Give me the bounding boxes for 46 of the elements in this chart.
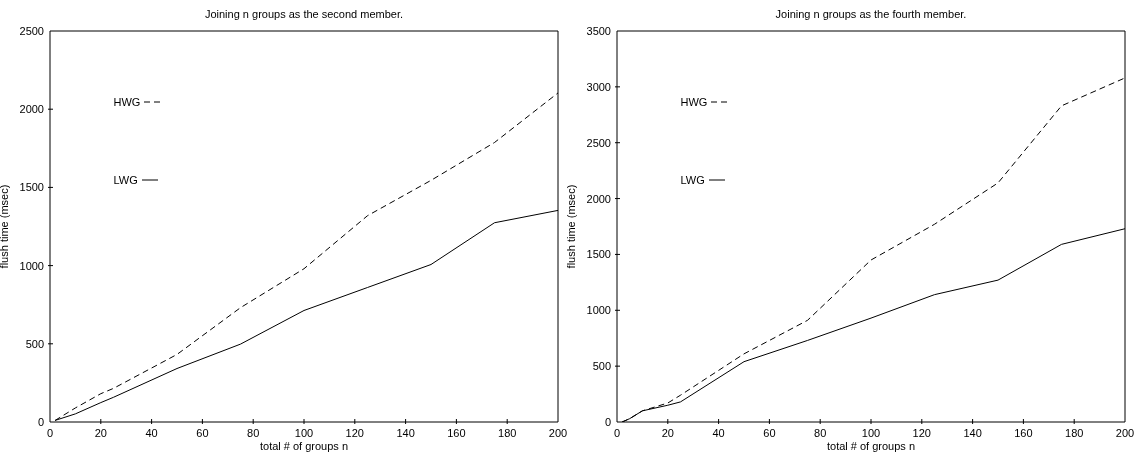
x-tick-label: 0: [613, 427, 621, 439]
x-tick-label: 60: [763, 427, 776, 439]
x-tick-label: 160: [1014, 427, 1033, 439]
y-tick-label: 500: [25, 337, 44, 350]
y-tick-label: 500: [592, 360, 611, 373]
y-tick-label: 2000: [19, 103, 44, 116]
legend-label: LWG: [680, 174, 705, 187]
y-tick-label: 3000: [586, 80, 611, 93]
legend-label: HWG: [113, 96, 141, 109]
x-tick-label: 120: [912, 427, 931, 439]
x-tick-label: 80: [247, 427, 260, 439]
x-tick-label: 200: [1115, 427, 1134, 439]
x-tick-label: 180: [1065, 427, 1084, 439]
x-tick-label: 0: [46, 427, 54, 439]
chart-title: Joining n groups as the second member.: [203, 8, 405, 20]
chart-title: Joining n groups as the fourth member.: [774, 8, 968, 20]
x-axis-title: total # of groups n: [826, 440, 916, 452]
legend-label: LWG: [113, 174, 138, 187]
y-tick-label: 2500: [586, 136, 611, 149]
x-tick-label: 160: [447, 427, 466, 439]
x-tick-label: 40: [712, 427, 725, 439]
y-tick-label: 0: [604, 416, 611, 428]
y-tick-label: 3500: [586, 25, 611, 37]
x-tick-label: 60: [196, 427, 209, 439]
x-tick-label: 80: [814, 427, 827, 439]
x-tick-label: 140: [963, 427, 982, 439]
y-tick-label: 0: [37, 416, 44, 428]
y-tick-label: 1000: [586, 304, 611, 317]
y-tick-label: 1000: [19, 259, 44, 272]
x-tick-label: 120: [345, 427, 364, 439]
y-tick-label: 2500: [19, 25, 44, 37]
x-tick-label: 180: [498, 427, 517, 439]
x-tick-label: 40: [145, 427, 158, 439]
y-axis-title: flush time (msec): [564, 184, 577, 269]
y-tick-label: 1500: [586, 248, 611, 261]
x-tick-label: 200: [548, 427, 568, 439]
x-tick-label: 20: [661, 427, 674, 439]
x-tick-label: 100: [294, 427, 314, 439]
y-axis-title: flush time (msec): [0, 184, 10, 269]
x-tick-label: 100: [861, 427, 881, 439]
x-tick-label: 140: [396, 427, 415, 439]
legend-label: HWG: [680, 96, 708, 109]
y-tick-label: 2000: [586, 192, 611, 205]
x-axis-title: total # of groups n: [259, 440, 349, 452]
y-tick-label: 1500: [19, 181, 44, 194]
x-tick-label: 20: [94, 427, 107, 439]
